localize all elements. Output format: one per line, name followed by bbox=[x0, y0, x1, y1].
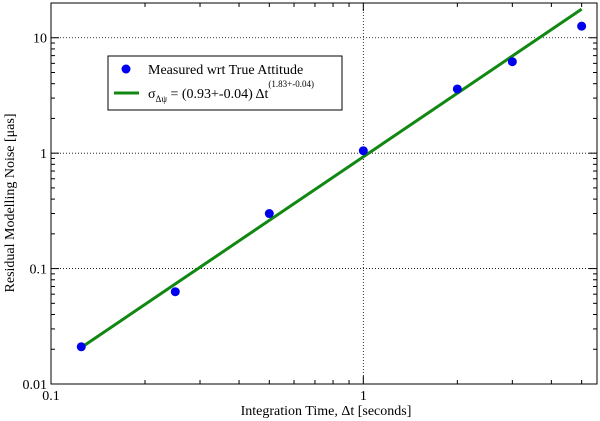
y-tick-label: 10 bbox=[33, 32, 47, 47]
fit-line bbox=[80, 7, 583, 349]
fit-label-subscript: Δψ bbox=[156, 94, 168, 104]
y-tick-label: 0.1 bbox=[30, 263, 48, 278]
y-tick-labels: 0.01 0.1 1 10 bbox=[23, 32, 48, 393]
fit-label-superscript: (1.83+-0.04) bbox=[268, 79, 314, 89]
fit-label-formula: = (0.93+-0.04) Δt bbox=[167, 87, 269, 102]
x-tick-label: 0.1 bbox=[42, 389, 60, 404]
data-point bbox=[264, 209, 274, 219]
data-point bbox=[170, 287, 180, 297]
legend-marker-measured bbox=[121, 64, 131, 74]
legend-box bbox=[107, 55, 343, 111]
legend-label-measured: Measured wrt True Attitude bbox=[148, 63, 303, 78]
data-point bbox=[452, 84, 462, 94]
x-axis-title: Integration Time, Δt [seconds] bbox=[241, 404, 412, 419]
legend-label-fit: σΔψ = (0.93+-0.04) Δt(1.83+-0.04) bbox=[148, 79, 314, 104]
data-point bbox=[577, 21, 587, 31]
data-point bbox=[76, 342, 86, 352]
data-point bbox=[507, 57, 517, 67]
x-tick-label: 1 bbox=[360, 389, 367, 404]
measured-points-series bbox=[76, 21, 587, 352]
fit-label-sigma: σ bbox=[148, 87, 156, 102]
axis-ticks bbox=[50, 2, 597, 385]
data-point bbox=[358, 146, 368, 156]
plot-frame bbox=[50, 2, 598, 385]
legend: Measured wrt True Attitude σΔψ = (0.93+-… bbox=[107, 55, 343, 111]
fit-line-series bbox=[80, 7, 583, 349]
x-tick-labels: 0.1 1 bbox=[42, 389, 367, 404]
y-axis-title: Residual Modelling Noise [μas] bbox=[3, 114, 18, 293]
y-tick-label: 1 bbox=[40, 147, 47, 162]
y-tick-label: 0.01 bbox=[23, 378, 48, 393]
